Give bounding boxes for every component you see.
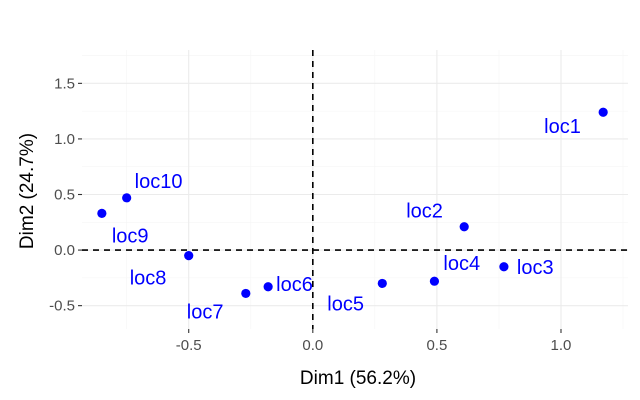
data-point	[184, 251, 194, 261]
point-label: loc4	[443, 253, 480, 275]
point-label: loc1	[544, 116, 581, 138]
data-point	[598, 107, 608, 117]
y-tick-label: 1.0	[54, 131, 75, 148]
x-axis-title: Dim1 (56.2%)	[300, 368, 416, 389]
point-label: loc5	[327, 293, 364, 315]
x-tick-label: 0.5	[426, 337, 447, 354]
point-labels: loc1 loc2 loc3 loc4 loc5 loc6 loc7 loc8 loc9 loc1…	[112, 116, 581, 323]
data-point	[499, 262, 509, 272]
y-tick-label: -0.5	[49, 298, 75, 315]
point-label: loc10	[135, 171, 183, 193]
x-tick-label: -0.5	[176, 337, 202, 354]
point-label: loc2	[406, 201, 443, 223]
y-tick-label: 0.0	[54, 242, 75, 259]
y-tick-label: 1.5	[54, 75, 75, 92]
data-point	[377, 278, 387, 289]
data-points	[97, 107, 608, 299]
data-point	[459, 222, 469, 232]
data-point	[429, 276, 440, 286]
point-label: loc3	[517, 257, 554, 279]
point-label: loc6	[276, 274, 313, 296]
axis-ticks: -0.5 0.0 0.5 1.0 -0.5 0.0 0.5 1.0 1.5	[49, 75, 571, 354]
data-point	[122, 193, 132, 203]
y-tick-label: 0.5	[54, 187, 75, 204]
point-label: loc7	[187, 301, 224, 323]
data-point	[97, 208, 107, 218]
point-label: loc9	[112, 225, 149, 247]
point-label: loc8	[130, 268, 167, 290]
data-point	[263, 282, 273, 292]
y-axis-title: Dim2 (24.7%)	[17, 133, 38, 249]
x-tick-label: 1.0	[551, 337, 572, 354]
x-tick-label: 0.0	[302, 337, 323, 354]
data-point	[241, 288, 251, 299]
reference-lines	[82, 50, 628, 329]
